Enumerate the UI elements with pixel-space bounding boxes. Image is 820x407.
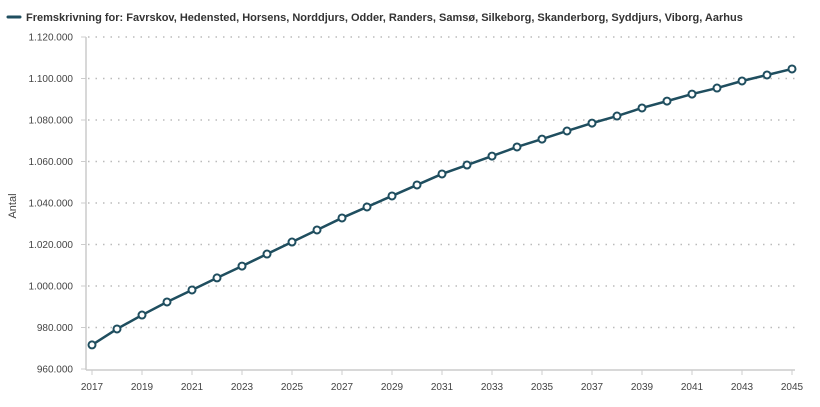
data-point-2033[interactable]: [487, 151, 497, 161]
y-tick-label: 1.120.000: [29, 33, 74, 44]
data-point-2034[interactable]: [512, 142, 522, 152]
data-point-2031[interactable]: [437, 169, 447, 179]
x-tick-label: 2021: [181, 382, 204, 393]
data-point-2024[interactable]: [262, 249, 272, 259]
x-tick-label: 2023: [231, 382, 254, 393]
x-tick-label: 2017: [81, 382, 104, 393]
x-tick-label: 2027: [331, 382, 354, 393]
data-point-2021[interactable]: [187, 285, 197, 295]
x-tick-label: 2025: [281, 382, 304, 393]
data-point-2044[interactable]: [762, 70, 772, 80]
x-tick-label: 2043: [731, 382, 754, 393]
x-tick-label: 2037: [581, 382, 604, 393]
y-tick-label: 1.080.000: [29, 116, 74, 127]
data-point-2041[interactable]: [687, 89, 697, 99]
data-point-2017[interactable]: [87, 340, 97, 350]
data-point-2045[interactable]: [787, 64, 797, 74]
data-point-2043[interactable]: [737, 76, 747, 86]
data-point-2018[interactable]: [112, 324, 122, 334]
data-point-2040[interactable]: [662, 96, 672, 106]
x-tick-label: 2035: [531, 382, 554, 393]
data-point-2026[interactable]: [312, 225, 322, 235]
y-tick-label: 1.060.000: [29, 157, 74, 168]
x-tick-label: 2031: [431, 382, 454, 393]
data-point-2032[interactable]: [462, 160, 472, 170]
data-point-2039[interactable]: [637, 103, 647, 113]
data-point-2038[interactable]: [612, 111, 622, 121]
y-tick-label: 1.020.000: [29, 240, 74, 251]
data-point-2020[interactable]: [162, 297, 172, 307]
data-point-2023[interactable]: [237, 261, 247, 271]
series-line: [91, 67, 793, 346]
y-tick-label: 1.100.000: [29, 74, 74, 85]
data-point-2037[interactable]: [587, 118, 597, 128]
data-point-2035[interactable]: [537, 134, 547, 144]
x-tick-label: 2041: [681, 382, 704, 393]
x-tick-label: 2029: [381, 382, 404, 393]
data-point-2025[interactable]: [287, 237, 297, 247]
data-point-2028[interactable]: [362, 202, 372, 212]
y-tick-label: 1.000.000: [29, 282, 74, 293]
data-point-2029[interactable]: [387, 191, 397, 201]
y-axis-label: Antal: [7, 193, 19, 218]
x-tick-label: 2033: [481, 382, 504, 393]
x-tick-label: 2019: [131, 382, 154, 393]
x-tick-label: 2039: [631, 382, 654, 393]
y-tick-label: 980.000: [37, 323, 74, 334]
y-tick-label: 960.000: [37, 365, 74, 376]
data-point-2019[interactable]: [137, 310, 147, 320]
data-point-2042[interactable]: [712, 83, 722, 93]
data-point-2036[interactable]: [562, 126, 572, 136]
data-point-2022[interactable]: [212, 273, 222, 283]
y-tick-label: 1.040.000: [29, 199, 74, 210]
x-tick-label: 2045: [781, 382, 804, 393]
data-point-2030[interactable]: [412, 180, 422, 190]
legend-label: Fremskrivning for: Favrskov, Hedensted, …: [26, 12, 743, 24]
data-point-2027[interactable]: [337, 213, 347, 223]
legend[interactable]: Fremskrivning for: Favrskov, Hedensted, …: [6, 12, 743, 24]
